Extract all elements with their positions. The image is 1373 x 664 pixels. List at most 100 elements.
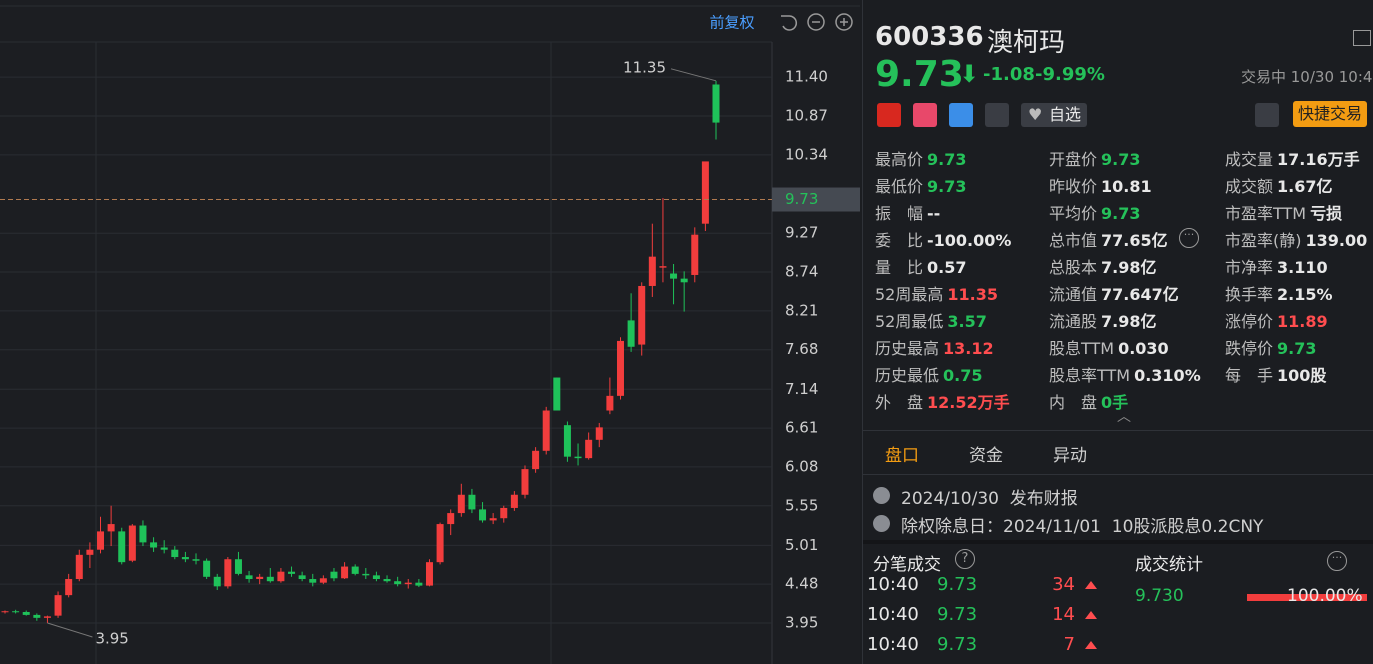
tab[interactable]: 资金	[969, 446, 1003, 466]
change-pct: -9.99%	[1035, 64, 1105, 85]
stat-item: 外 盘 12.52万手	[875, 389, 1010, 413]
stat-value: 3.57	[947, 312, 987, 331]
candle-body	[500, 507, 508, 519]
adjust-toggle[interactable]: 前复权	[709, 14, 754, 32]
candle-body	[670, 273, 678, 279]
zoom-out[interactable]	[807, 13, 825, 31]
zoom-in[interactable]	[835, 13, 853, 31]
candle-body	[234, 559, 242, 574]
chart: 前复权 11.40 10.87 10.34 9.27 8.74 8.21 7.68 7.14 6…	[0, 5, 860, 664]
annotation-line	[670, 68, 717, 82]
bell-icon[interactable]	[1255, 103, 1279, 127]
margin-icon[interactable]	[913, 103, 937, 127]
stat-value: 0.75	[943, 366, 983, 385]
note-icon[interactable]	[985, 103, 1009, 127]
y-tick-label: 10.87	[785, 106, 828, 124]
tab[interactable]: 异动	[1053, 446, 1087, 466]
candle-body	[701, 161, 709, 224]
tag-icon[interactable]	[949, 103, 973, 127]
trade-time: 10:40	[867, 634, 919, 655]
trade-volume: 7	[1063, 634, 1075, 655]
stat-label: 开盘价	[1049, 150, 1098, 169]
stat-label: 市净率	[1225, 258, 1274, 277]
candle-body	[245, 575, 253, 580]
stat-label: 市盈率(静)	[1225, 231, 1302, 250]
candle-body	[606, 395, 614, 411]
candle-body	[22, 611, 30, 615]
stat-value: 9.73	[1277, 339, 1317, 358]
watch-button[interactable]: ♥ 自选	[1021, 103, 1088, 127]
undo-icon[interactable]	[781, 15, 798, 31]
help-icon[interactable]: ?	[955, 549, 975, 569]
stat-label: 52周最高	[875, 285, 944, 304]
stat-item: 昨收价 10.81	[1049, 173, 1152, 197]
stat-label: 外 盘	[875, 393, 924, 412]
stat-label: 市盈率TTM	[1225, 204, 1307, 223]
notice[interactable]: 除权除息日：2024/11/01 10股派股息0.2CNY	[901, 517, 1264, 537]
current-price-label: 9.73	[785, 190, 818, 208]
y-tick-label: 4.48	[785, 575, 818, 593]
candle-body	[341, 566, 349, 579]
candle-body	[309, 579, 317, 583]
candle-body	[436, 524, 444, 563]
stat-label: 股息TTM	[1049, 339, 1115, 358]
notice[interactable]: 2024/10/30 发布财报	[901, 489, 1078, 509]
stat-label: 总股本	[1049, 258, 1098, 277]
notice-icon	[873, 515, 890, 532]
trades-list: 10:40 9.73 34 10:40 9.73 14 10:40 9.73 7	[863, 572, 1113, 664]
stat-label: 涨停价	[1225, 312, 1274, 331]
stat-item: 最低价 9.73	[875, 173, 967, 197]
collapse-icon[interactable]: ︿	[1117, 409, 1131, 425]
stat-value: 亏损	[1310, 204, 1343, 223]
candle-body	[97, 531, 105, 550]
candle-body	[574, 456, 582, 459]
y-tick-label: 6.08	[785, 457, 818, 475]
stat-item: 总股本 7.98亿	[1049, 254, 1157, 278]
tab[interactable]: 盘口	[885, 446, 919, 466]
stat-item: 成交额 1.67亿	[1225, 173, 1333, 197]
candle-body	[510, 494, 518, 508]
stat-label: 股息率TTM	[1049, 366, 1131, 385]
trade-price: 9.73	[937, 574, 978, 595]
candle-body	[447, 513, 455, 525]
stat-item: 量 比 0.57	[875, 254, 967, 278]
trade-volume: 34	[1052, 574, 1075, 595]
candle-body	[118, 531, 126, 563]
candle-body	[351, 566, 359, 574]
stat-label: 每 手	[1225, 366, 1274, 385]
watch-label: 自选	[1049, 105, 1082, 124]
candle-body	[648, 256, 656, 286]
annotation: 3.95	[95, 629, 128, 647]
stat-label: 振 幅	[875, 204, 924, 223]
y-tick-label: 5.55	[785, 496, 818, 514]
change: -1.08	[983, 64, 1035, 85]
candle-body	[404, 582, 412, 585]
stat-value: 0.57	[927, 258, 967, 277]
more-icon[interactable]: ···	[1327, 551, 1347, 571]
y-tick-label: 11.40	[785, 68, 828, 86]
separator	[863, 540, 1373, 544]
candle-body	[43, 616, 51, 618]
stat-label: 委 比	[875, 231, 924, 250]
stat-value: -100.00%	[927, 231, 1012, 250]
stat-value: 9.73	[927, 177, 967, 196]
stat-item: 历史最高 13.12	[875, 335, 994, 359]
trade-price: 9.73	[937, 634, 978, 655]
trade-arrow	[1085, 611, 1097, 619]
y-tick-label: 3.95	[785, 613, 818, 631]
menu-icon[interactable]	[1353, 30, 1371, 46]
candle-body	[128, 525, 136, 561]
stat-label: 历史最低	[875, 366, 940, 385]
stat-item: 委 比 -100.00%	[875, 227, 1011, 251]
stat-value: 0.030	[1118, 339, 1169, 358]
stat-value: 12.52万手	[927, 393, 1010, 412]
quick-trade-button[interactable]: 快捷交易	[1293, 101, 1368, 127]
candle-body	[86, 549, 94, 555]
flag-icon[interactable]	[877, 103, 901, 127]
candle-body	[457, 494, 465, 514]
annotation-line	[47, 622, 93, 638]
stat-item: 涨停价 11.89	[1225, 308, 1328, 332]
candle-body	[171, 549, 179, 558]
more-icon[interactable]: ···	[1179, 228, 1199, 248]
